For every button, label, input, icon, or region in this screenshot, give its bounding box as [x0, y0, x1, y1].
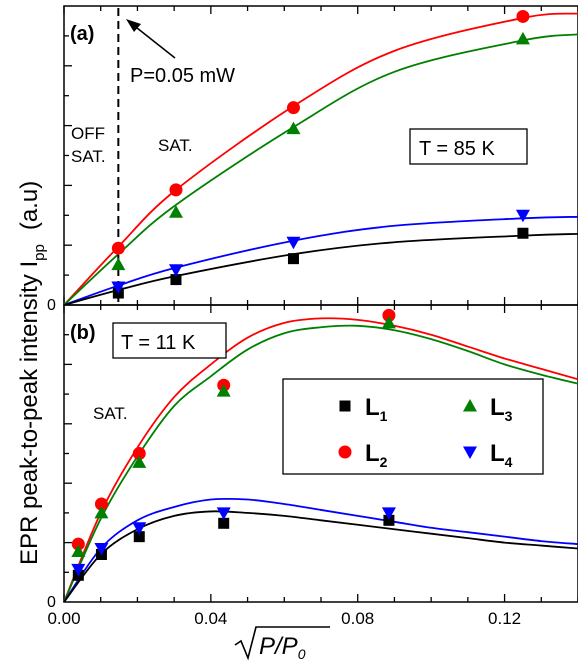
data-point-a-L2	[169, 183, 183, 197]
legend-marker-L3	[463, 399, 477, 412]
panel-b-label: (b)	[70, 322, 96, 344]
data-point-b-L1	[383, 514, 395, 526]
sat-label-b: SAT.	[93, 404, 128, 423]
data-point-a-L1	[170, 274, 182, 286]
x-tick-labels: 0.00 0.04 0.08 0.12	[47, 609, 521, 628]
fit-curve-b-3	[63, 510, 578, 603]
power-marker-arrowhead-icon	[126, 19, 141, 32]
data-point-a-L3	[286, 121, 301, 135]
panel-b-data-points	[71, 308, 396, 581]
temperature-label-a: T = 85 K	[419, 138, 495, 160]
temperature-label-b: T = 11 K	[121, 332, 196, 354]
legend-box	[282, 378, 544, 475]
data-point-a-L4	[286, 236, 301, 250]
data-point-a-L2	[286, 101, 300, 115]
power-marker-label: P=0.05 mW	[130, 65, 235, 87]
data-point-b-L2	[382, 308, 396, 322]
data-point-b-L4	[71, 563, 86, 577]
legend-marker-L1	[339, 400, 351, 412]
data-point-a-L3	[111, 257, 126, 271]
data-point-b-L3	[216, 384, 231, 397]
y-axis-label: EPR peak-to-peak intensity Ipp(a.u)	[16, 181, 48, 565]
data-point-b-L2	[132, 447, 146, 460]
fit-curve-a-3	[63, 232, 578, 306]
x-tick-label: 0.00	[47, 609, 80, 628]
fit-curve-a-2	[63, 215, 578, 306]
panel-a-ticks	[63, 6, 578, 305]
data-point-b-L1	[218, 517, 230, 529]
temperature-box-b	[112, 322, 227, 359]
data-point-a-L2	[111, 241, 125, 255]
x-axis-title: P/P0	[234, 626, 330, 662]
legend-marker-L2	[338, 445, 352, 459]
fit-curve-b-2	[63, 497, 578, 603]
panel-a: (a) P=0.05 mW OFF SAT. SAT. T = 85 K	[63, 5, 578, 306]
y-axis-label-subscript: pp	[31, 244, 48, 261]
data-point-b-L3	[132, 455, 147, 468]
x-axis-sqrt-sign	[234, 626, 330, 661]
sat-label-a: SAT.	[158, 136, 193, 155]
data-point-b-L1	[133, 531, 145, 543]
power-marker-arrow	[131, 23, 176, 59]
data-point-a-L4	[111, 281, 126, 295]
x-axis-label: P/P0	[259, 633, 306, 662]
off-sat-label-line1: OFF	[71, 124, 105, 143]
data-point-a-L2	[516, 9, 530, 23]
data-point-b-L4	[216, 507, 231, 520]
data-point-b-L4	[94, 543, 109, 556]
data-point-a-L4	[515, 209, 530, 223]
y-origin-label-b: 0	[47, 594, 56, 611]
data-point-b-L3	[71, 544, 86, 558]
y-origin-label-a: 0	[47, 297, 56, 314]
y-axis-title: EPR peak-to-peak intensity Ipp(a.u)	[16, 181, 48, 565]
data-point-a-L3	[515, 31, 530, 45]
panel-a-label: (a)	[70, 23, 94, 45]
data-point-a-L1	[287, 253, 299, 265]
data-point-a-L4	[168, 264, 183, 277]
data-point-b-L2	[71, 537, 85, 551]
x-tick-label: 0.12	[488, 609, 521, 628]
off-sat-label-line2: SAT.	[71, 147, 106, 166]
temperature-box-a	[409, 128, 528, 165]
x-tick-label: 0.04	[194, 609, 227, 628]
data-point-a-L1	[517, 227, 529, 239]
data-point-b-L3	[381, 315, 396, 329]
data-point-b-L4	[132, 522, 147, 535]
data-point-b-L3	[94, 505, 109, 519]
data-point-b-L4	[381, 507, 396, 520]
data-point-a-L3	[168, 205, 183, 218]
panel-a-data-points	[111, 9, 530, 299]
legend-marker-L4	[463, 446, 477, 459]
data-point-b-L2	[94, 497, 108, 511]
x-tick-label: 0.08	[341, 609, 374, 628]
panel-b-ticks	[63, 305, 578, 602]
y-axis-label-unit: (a.u)	[16, 181, 43, 230]
